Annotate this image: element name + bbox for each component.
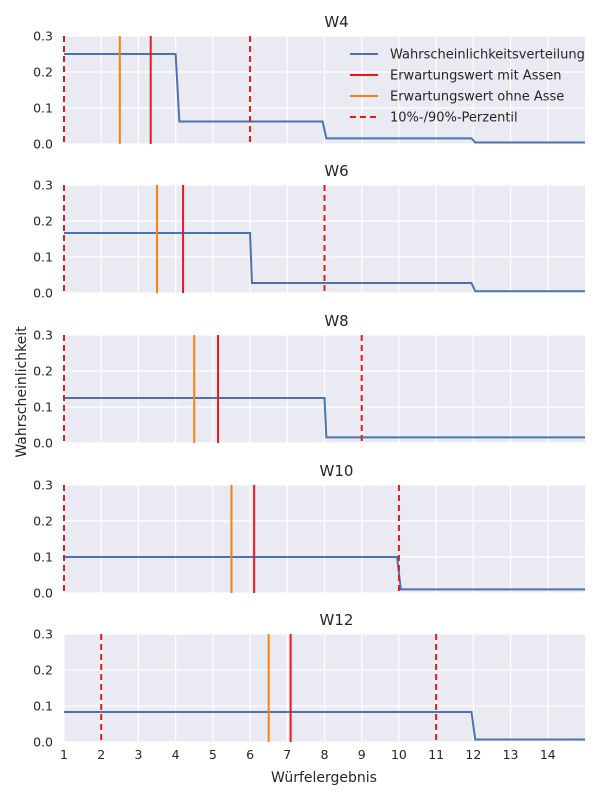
distribution-line [64,53,585,144]
x-tick-label: 2 [97,747,105,762]
x-tick-label: 4 [172,747,180,762]
y-tick-label: 0.0 [33,436,53,451]
x-tick-label: 11 [428,747,444,762]
subplot-w10: W10 0.0 0.1 0.2 0.3 [33,462,585,601]
legend-label: Wahrscheinlichkeitsverteilung [390,48,585,63]
subplot-title: W8 [324,312,348,330]
y-tick-label: 0.3 [33,478,53,493]
y-tick-label: 0.1 [33,699,53,714]
subplot-title: W12 [320,611,354,629]
subplot-title: W10 [320,462,354,480]
legend-label: 10%-/90%-Perzentil [390,111,518,126]
x-tick-label: 6 [246,747,254,762]
y-tick-label: 0.2 [33,65,53,80]
y-tick-label: 0.2 [33,514,53,529]
distribution-line [64,231,585,293]
y-tick-label: 0.0 [33,586,53,601]
legend-label: Erwartungswert ohne Asse [390,90,564,105]
subplot-w4: W4 0.0 0.1 0.2 0.3 [33,13,585,152]
x-tick-label: 5 [209,747,217,762]
y-tick-label: 0.2 [33,364,53,379]
subplot-title: W6 [324,162,348,180]
x-tick-label: 9 [358,747,366,762]
y-tick-label: 0.1 [33,550,53,565]
y-tick-label: 0.2 [33,214,53,229]
y-tick-label: 0.1 [33,250,53,265]
y-tick-label: 0.3 [33,29,53,44]
x-tick-label: 8 [321,747,329,762]
y-tick-label: 0.0 [33,137,53,152]
legend: Wahrscheinlichkeitsverteilung Erwartungsw… [350,48,585,126]
y-tick-label: 0.0 [33,286,53,301]
x-tick-label: 10 [391,747,407,762]
y-tick-label: 0.0 [33,735,53,750]
x-tick-label: 14 [540,747,556,762]
x-tick-label: 12 [465,747,481,762]
x-tick-label: 7 [283,747,291,762]
y-tick-label: 0.1 [33,400,53,415]
y-tick-label: 0.3 [33,627,53,642]
y-tick-label: 0.1 [33,101,53,116]
x-tick-label: 3 [134,747,142,762]
y-tick-label: 0.2 [33,663,53,678]
subplot-stack: W4 0.0 0.1 0.2 0.3 W6 0.0 0.1 0.2 0.3 W8 0.0 0.1 0.2 0… [33,13,585,762]
y-axis-label: Wahrscheinlichkeit [14,326,30,458]
y-tick-label: 0.3 [33,178,53,193]
subplot-w8: W8 0.0 0.1 0.2 0.3 [33,312,585,451]
subplot-title: W4 [324,13,348,31]
subplot-w6: W6 0.0 0.1 0.2 0.3 [33,162,585,301]
y-tick-label: 0.3 [33,328,53,343]
x-tick-label: 1 [60,747,68,762]
x-tick-label: 13 [503,747,519,762]
x-axis-label: Würfelergebnis [271,770,377,786]
legend-label: Erwartungswert mit Assen [390,69,562,84]
